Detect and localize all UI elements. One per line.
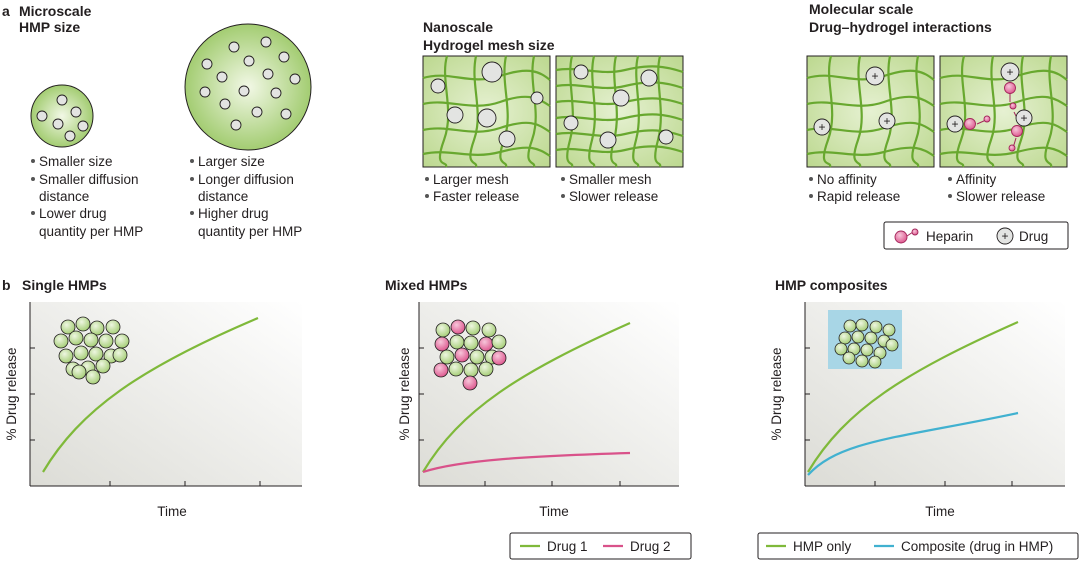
svg-text:+: + <box>951 117 958 131</box>
mixed-drug2-curve <box>422 451 631 474</box>
svg-text:No affinity: No affinity <box>817 172 877 187</box>
legend-drug1-label: Drug 1 <box>547 539 588 554</box>
legend-composite-label: Composite (drug in HMP) <box>901 539 1053 554</box>
large-hmp-bullets: Larger size Longer diffusion distance Hi… <box>190 154 302 239</box>
svg-text:Slower release: Slower release <box>569 189 658 204</box>
small-hmp-bullets: Smaller size Smaller diffusion distance … <box>31 154 143 239</box>
affinity-box: + + + <box>939 55 1068 168</box>
svg-text:+: + <box>818 120 825 134</box>
no-affinity-box: + + + <box>806 55 935 168</box>
legend-hmp-only-label: HMP only <box>793 539 852 554</box>
svg-text:Rapid release: Rapid release <box>817 189 900 204</box>
svg-text:+: + <box>1020 111 1027 125</box>
molecular-legend: Heparin + Drug <box>883 221 1069 250</box>
mixed-xlabel: Time <box>539 504 569 519</box>
large-mesh-bullets: Larger mesh Faster release <box>425 172 519 204</box>
svg-text:+: + <box>1006 65 1013 79</box>
svg-text:quantity per HMP: quantity per HMP <box>39 224 143 239</box>
composite-hmp-only-curve <box>807 320 1019 473</box>
composite-legend: HMP only Composite (drug in HMP) <box>757 532 1079 560</box>
mixed-drug1-curve <box>422 321 631 473</box>
small-hmp-drugs <box>36 94 89 142</box>
single-xlabel: Time <box>157 504 187 519</box>
svg-text:distance: distance <box>198 189 248 204</box>
mixed-legend: Drug 1 Drug 2 <box>509 532 692 560</box>
svg-text:Larger size: Larger size <box>198 154 265 169</box>
svg-text:Longer diffusion: Longer diffusion <box>198 172 294 187</box>
svg-text:Smaller size: Smaller size <box>39 154 113 169</box>
svg-text:Faster release: Faster release <box>433 189 519 204</box>
large-mesh-box <box>422 55 551 168</box>
drug-legend-icon <box>996 227 1014 245</box>
plot-single: Single HMPs % Drug release Time <box>4 277 302 519</box>
svg-text:Lower drug: Lower drug <box>39 206 107 221</box>
panel-a-letter: a <box>2 3 10 19</box>
small-mesh-bullets: Smaller mesh Slower release <box>561 172 658 204</box>
panel-b-letter: b <box>2 277 11 293</box>
svg-text:Larger mesh: Larger mesh <box>433 172 509 187</box>
legend-drug2-label: Drug 2 <box>630 539 671 554</box>
composite-hmp-cluster <box>834 318 899 369</box>
svg-text:Affinity: Affinity <box>956 172 997 187</box>
heparin-legend-icon <box>894 230 908 244</box>
affinity-bullets: Affinity Slower release <box>948 172 1045 204</box>
svg-text:Slower release: Slower release <box>956 189 1045 204</box>
composite-xlabel: Time <box>925 504 955 519</box>
single-release-curve <box>42 316 259 473</box>
composite-drug-in-hmp-curve <box>807 411 1019 476</box>
heparin-molecules <box>964 82 1023 152</box>
single-title: Single HMPs <box>22 277 107 293</box>
svg-text:Smaller mesh: Smaller mesh <box>569 172 652 187</box>
molecular-title-1: Molecular scale <box>809 1 913 17</box>
mixed-ylabel: % Drug release <box>397 347 412 440</box>
plot-composite: HMP composites % Drug release Time <box>769 277 1065 519</box>
svg-text:+: + <box>883 114 890 128</box>
small-mesh-box <box>555 55 684 168</box>
small-hmp-sphere <box>30 84 94 148</box>
micro-title-2: HMP size <box>19 19 80 35</box>
composite-title: HMP composites <box>775 277 888 293</box>
svg-text:distance: distance <box>39 189 89 204</box>
svg-text:+: + <box>871 69 878 83</box>
legend-drug-label: Drug <box>1019 229 1048 244</box>
large-hmp-drugs <box>199 36 301 131</box>
nano-title-2: Hydrogel mesh size <box>423 37 555 53</box>
composite-ylabel: % Drug release <box>769 347 784 440</box>
svg-text:quantity per HMP: quantity per HMP <box>198 224 302 239</box>
svg-text:Higher drug: Higher drug <box>198 206 269 221</box>
no-affinity-bullets: No affinity Rapid release <box>809 172 900 204</box>
micro-title-1: Microscale <box>19 3 92 19</box>
legend-heparin-label: Heparin <box>926 229 973 244</box>
svg-text:+: + <box>1001 229 1008 243</box>
plot-mixed: Mixed HMPs % Drug release Time <box>385 277 679 519</box>
molecular-title-2: Drug–hydrogel interactions <box>809 19 992 35</box>
single-ylabel: % Drug release <box>4 347 19 440</box>
single-hmp-cluster <box>53 316 130 385</box>
mixed-hmp-cluster <box>433 319 507 391</box>
nano-title-1: Nanoscale <box>423 19 493 35</box>
mixed-title: Mixed HMPs <box>385 277 468 293</box>
svg-text:Smaller diffusion: Smaller diffusion <box>39 172 139 187</box>
